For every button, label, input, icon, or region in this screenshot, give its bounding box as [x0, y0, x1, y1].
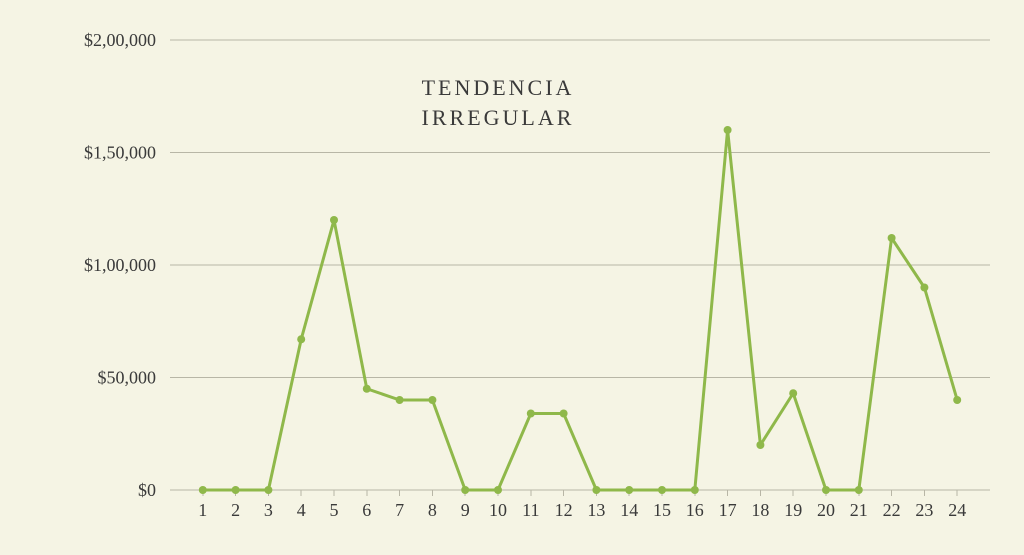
x-tick-label: 2	[231, 500, 240, 520]
x-tick-label: 6	[362, 500, 371, 520]
x-tick-label: 13	[587, 500, 605, 520]
chart-title-line2: IRREGULAR	[422, 105, 575, 130]
x-tick-label: 4	[297, 500, 306, 520]
data-point	[494, 486, 502, 494]
x-tick-label: 22	[883, 500, 901, 520]
data-point	[855, 486, 863, 494]
x-tick-label: 8	[428, 500, 437, 520]
x-tick-label: 9	[461, 500, 470, 520]
x-tick-label: 3	[264, 500, 273, 520]
data-point	[724, 126, 732, 134]
data-point	[888, 234, 896, 242]
y-tick-label: $0	[138, 480, 156, 500]
x-tick-label: 17	[719, 500, 737, 520]
chart-title-line1: TENDENCIA	[422, 75, 575, 100]
data-point	[756, 441, 764, 449]
data-point	[658, 486, 666, 494]
x-tick-label: 23	[915, 500, 933, 520]
x-tick-label: 20	[817, 500, 835, 520]
data-point	[461, 486, 469, 494]
data-point	[199, 486, 207, 494]
data-point	[396, 396, 404, 404]
data-point	[363, 385, 371, 393]
data-point	[232, 486, 240, 494]
x-tick-label: 12	[555, 500, 573, 520]
data-point	[822, 486, 830, 494]
line-chart: $0$50,000$1,00,000$1,50,000$2,00,0001234…	[0, 0, 1024, 555]
x-tick-label: 7	[395, 500, 404, 520]
data-point	[691, 486, 699, 494]
data-point	[297, 335, 305, 343]
data-point	[920, 284, 928, 292]
data-point	[527, 410, 535, 418]
x-tick-label: 15	[653, 500, 671, 520]
y-tick-label: $2,00,000	[84, 30, 156, 50]
x-tick-label: 16	[686, 500, 704, 520]
chart-svg: $0$50,000$1,00,000$1,50,000$2,00,0001234…	[0, 0, 1024, 555]
x-tick-label: 5	[330, 500, 339, 520]
x-tick-label: 21	[850, 500, 868, 520]
y-tick-label: $50,000	[98, 368, 157, 388]
x-tick-label: 11	[522, 500, 539, 520]
x-tick-label: 19	[784, 500, 802, 520]
x-tick-label: 10	[489, 500, 507, 520]
data-point	[953, 396, 961, 404]
data-point	[625, 486, 633, 494]
data-point	[428, 396, 436, 404]
data-point	[560, 410, 568, 418]
data-point	[592, 486, 600, 494]
data-point	[789, 389, 797, 397]
data-point	[330, 216, 338, 224]
x-tick-label: 18	[751, 500, 769, 520]
y-tick-label: $1,00,000	[84, 255, 156, 275]
x-tick-label: 1	[198, 500, 207, 520]
data-point	[264, 486, 272, 494]
y-tick-label: $1,50,000	[84, 143, 156, 163]
x-tick-label: 14	[620, 500, 638, 520]
x-tick-label: 24	[948, 500, 966, 520]
